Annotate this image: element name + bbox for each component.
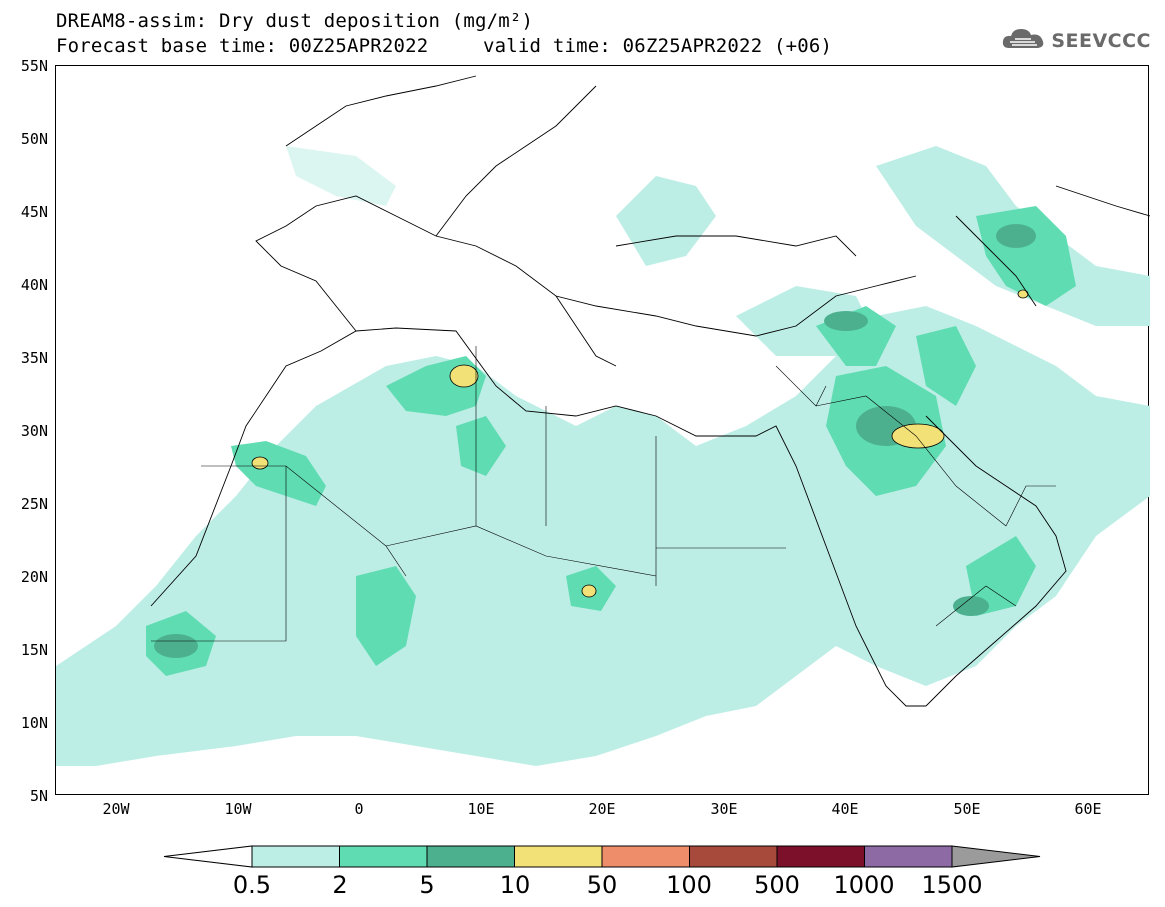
lon-label: 10W: [224, 800, 252, 818]
colorbar: [163, 845, 1041, 868]
colorbar-segment: [339, 845, 428, 868]
colorbar-label: 1500: [921, 871, 983, 899]
lat-label: 40N: [20, 276, 48, 294]
colorbar-label: 1000: [833, 871, 895, 899]
lon-label: 20E: [588, 800, 616, 818]
lat-label: 5N: [29, 787, 48, 805]
colorbar-segment-under: [163, 845, 253, 868]
colorbar-label: 2: [332, 871, 348, 899]
colorbar-label: 5: [419, 871, 435, 899]
seevccc-logo: SEEVCCC: [1001, 26, 1151, 56]
lat-label: 25N: [20, 495, 48, 513]
logo-text: SEEVCCC: [1051, 30, 1151, 52]
colorbar-label: 0.5: [232, 871, 272, 899]
lon-label: 40E: [831, 800, 859, 818]
colorbar-label: 500: [754, 871, 800, 899]
colorbar-label: 10: [499, 871, 531, 899]
cloud-icon: [1001, 26, 1047, 56]
lon-label: 50E: [953, 800, 981, 818]
colorbar-segment: [776, 845, 865, 868]
colorbar-segment: [864, 845, 953, 868]
colorbar-segment: [251, 845, 340, 868]
lat-label: 35N: [20, 349, 48, 367]
lat-label: 30N: [20, 422, 48, 440]
country-borders: [151, 346, 1056, 642]
lon-label: 60E: [1074, 800, 1102, 818]
colorbar-segment-over: [951, 845, 1041, 868]
colorbar-label: 100: [666, 871, 712, 899]
lon-label: 10E: [467, 800, 495, 818]
lat-label: 20N: [20, 568, 48, 586]
valid-time: valid time: 06Z25APR2022 (+06): [483, 35, 833, 57]
colorbar-segment: [689, 845, 778, 868]
colorbar-segment: [601, 845, 690, 868]
lat-label: 45N: [20, 203, 48, 221]
coastlines: [150, 75, 1150, 707]
lon-label: 20W: [102, 800, 130, 818]
colorbar-label: 50: [586, 871, 618, 899]
lat-label: 50N: [20, 130, 48, 148]
lat-label: 55N: [20, 57, 48, 75]
lat-label: 10N: [20, 714, 48, 732]
forecast-base-time: Forecast base time: 00Z25APR2022: [56, 35, 429, 57]
colorbar-segment: [426, 845, 515, 868]
lat-label: 15N: [20, 641, 48, 659]
map-title: DREAM8-assim: Dry dust deposition (mg/m²…: [56, 10, 534, 32]
map-canvas: [56, 75, 1150, 766]
lon-label: 0: [354, 800, 364, 818]
dust-field-hotspots: [251, 289, 1029, 598]
colorbar-segment: [514, 845, 603, 868]
lon-label: 30E: [710, 800, 738, 818]
map-panel: [55, 65, 1150, 795]
